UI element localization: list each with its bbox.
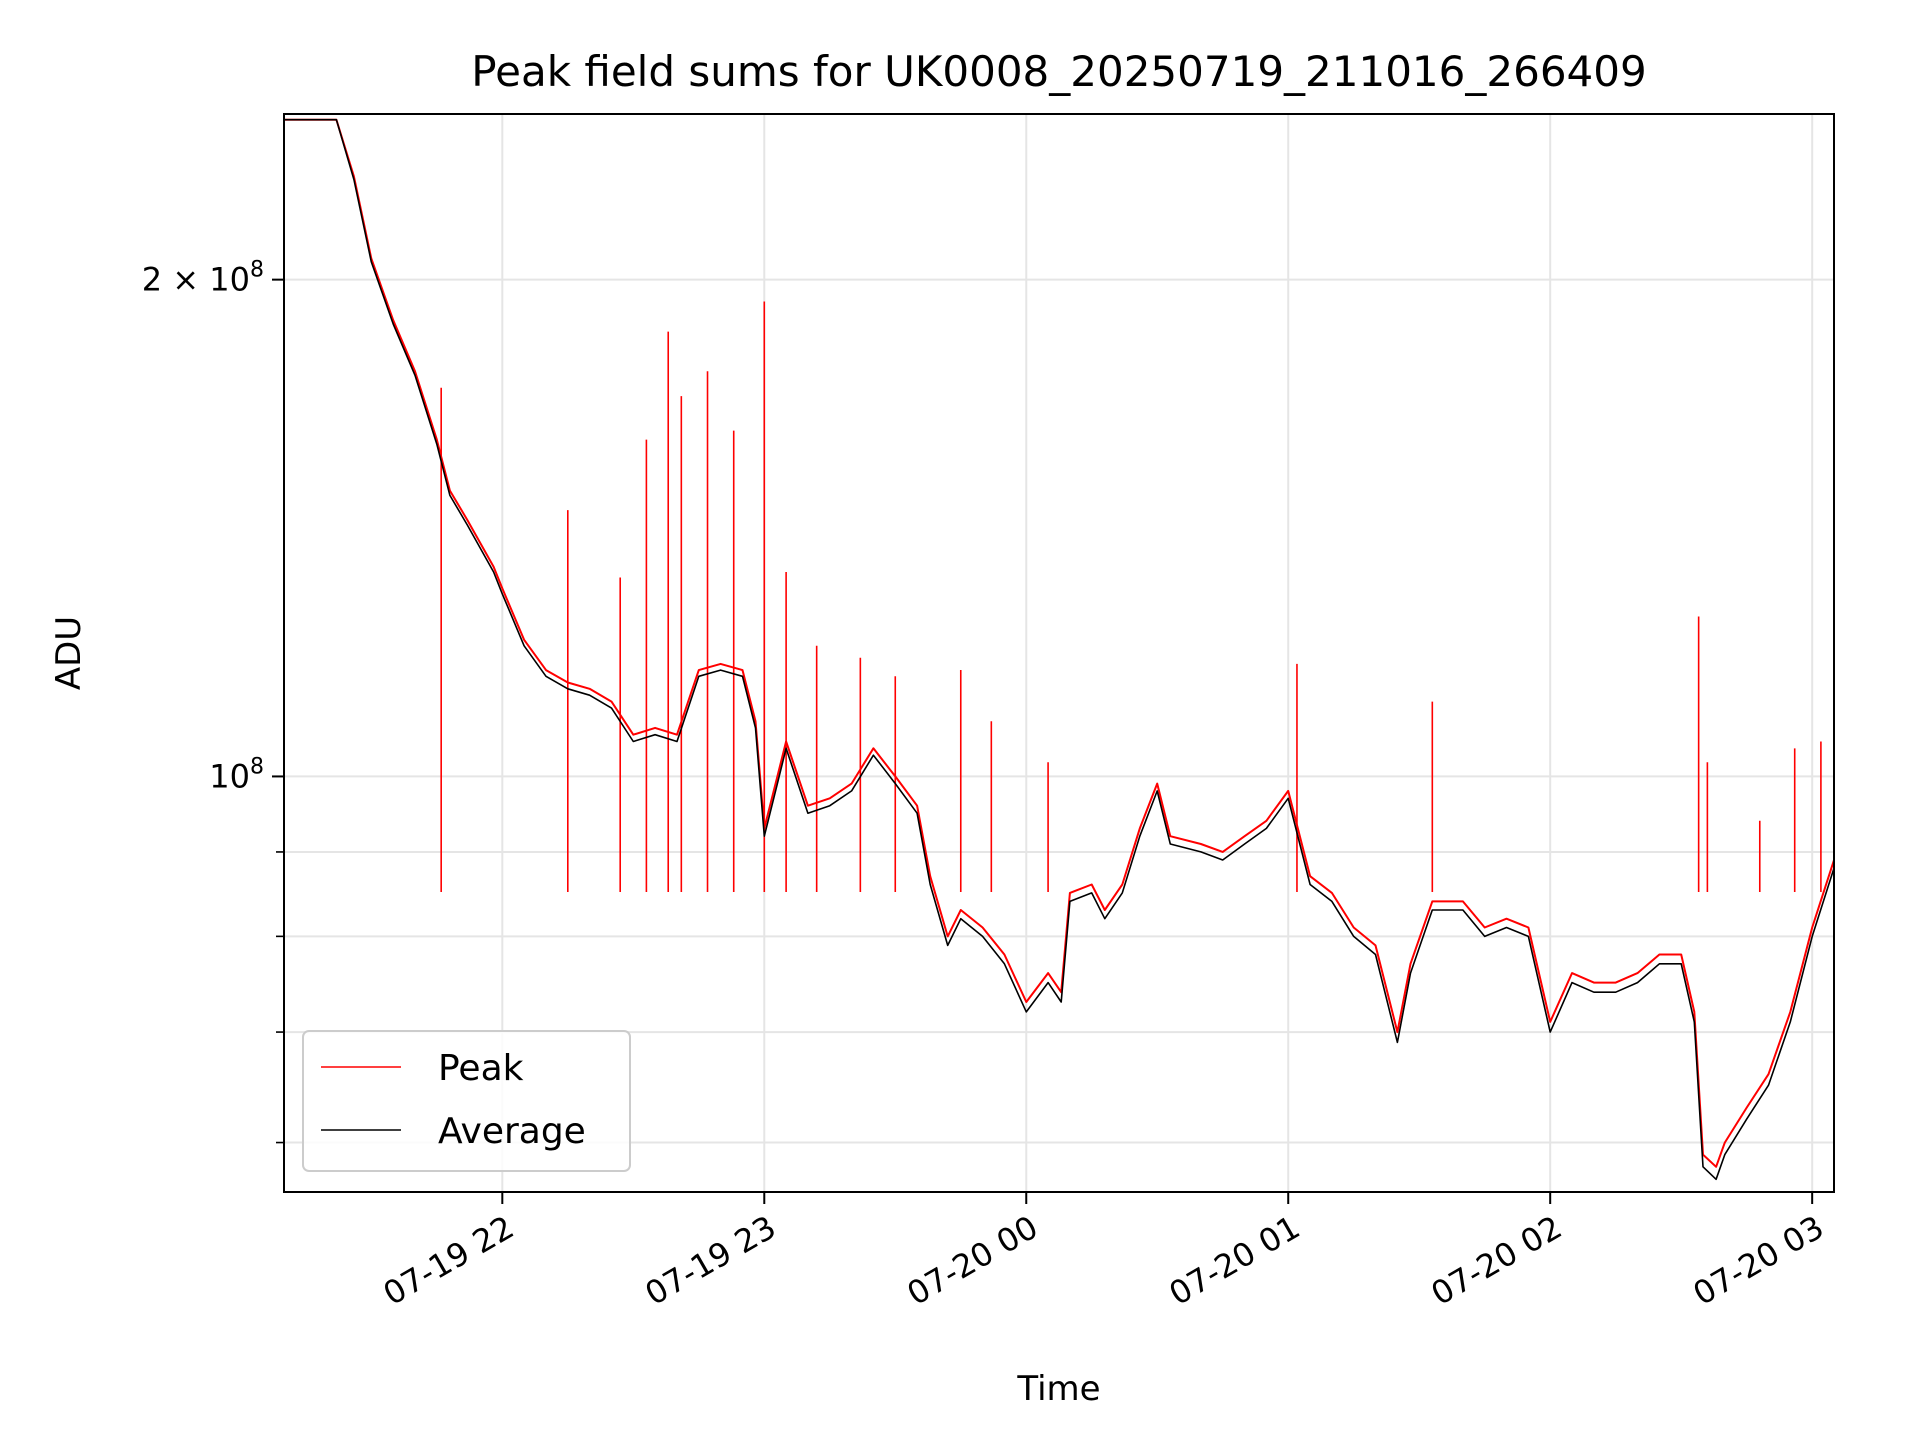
y-tick-label: 2 × 108 [142,258,264,299]
legend: Peak Average [302,1030,631,1172]
x-axis-title: Time [1016,1369,1100,1409]
x-axis: 07-19 22 07-19 23 07-20 00 07-20 01 07-20 02… [377,1192,1830,1313]
x-tick-label: 07-20 00 [901,1208,1045,1313]
x-tick-label: 07-20 02 [1425,1208,1569,1313]
series-line-peak [284,118,1834,1168]
plot-area [284,118,1834,1181]
x-tick-label: 07-19 23 [639,1208,783,1313]
legend-label-average: Average [438,1111,586,1152]
series-line-average [284,118,1834,1181]
x-tick-label: 07-20 01 [1163,1208,1307,1313]
y-tick-label: 108 [209,754,264,795]
x-tick-label: 07-19 22 [377,1208,521,1313]
chart-title: Peak field sums for UK0008_20250719_2110… [471,47,1646,96]
plot-frame [283,113,1835,1193]
series-layer [284,118,1834,1181]
y-axis: 2 × 108 108 [142,258,284,1144]
legend-frame [302,1030,631,1172]
legend-label-peak: Peak [438,1048,524,1089]
y-axis-title: ADU [49,616,89,690]
x-tick-label: 07-20 03 [1687,1208,1831,1313]
